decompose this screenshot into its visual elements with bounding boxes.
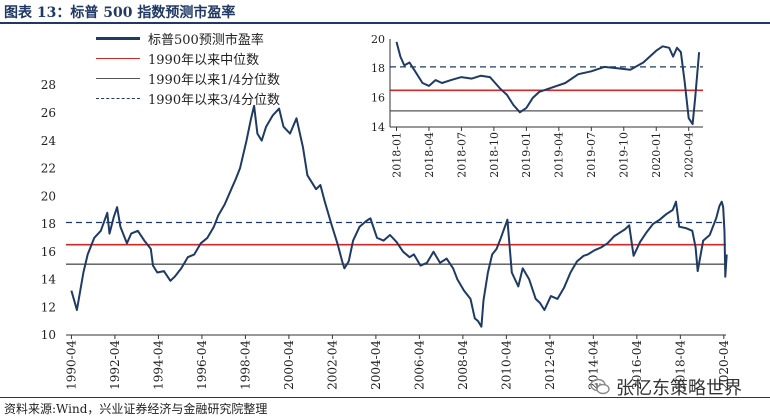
main-x-tick-label: 2002-04: [326, 340, 340, 390]
main-axes: 10 12 14 16 18 20 22 24 26 28 1990-04 1992-04 1994-0…: [41, 78, 731, 390]
legend-label-q3: 1990年以来3/4分位数: [148, 92, 281, 108]
inset-series-line: [395, 41, 701, 126]
source-note: 资料来源:Wind，兴业证券经济与金融研究院整理: [4, 402, 268, 416]
inset-y-tick-label: 18: [371, 62, 385, 75]
figure-title: 图表 13：标普 500 指数预测市盈率: [4, 5, 236, 21]
wechat-icon: [590, 378, 610, 395]
main-y-tick-label: 26: [41, 106, 56, 120]
legend-item-median: 1990年以来中位数: [96, 48, 280, 68]
main-x-tick-label: 2000-04: [282, 340, 296, 390]
legend-swatch-median: [96, 57, 140, 59]
main-y-tick-label: 12: [41, 300, 56, 314]
inset-y-tick-label: 20: [371, 33, 385, 46]
inset-background: [338, 54, 718, 177]
watermark: 张忆东策略世界: [590, 374, 742, 400]
main-x-tick-label: 2016-04: [630, 340, 644, 390]
main-x-tick-label: 2012-04: [543, 340, 557, 390]
main-y-tick-label: 22: [41, 162, 56, 176]
main-reference-lines: [66, 221, 726, 265]
inset-x-tick-label: 2018-04: [423, 132, 436, 178]
main-x-tick-label: 1992-04: [108, 340, 122, 390]
main-series-line: [70, 104, 728, 328]
inset-x-tick-label: 2018-10: [488, 132, 501, 178]
main-x-tick-label: 2020-04: [717, 340, 731, 390]
legend-item-q1: 1990年以来1/4分位数: [96, 68, 280, 88]
inset-series-group: [395, 41, 701, 126]
main-x-tick-label: 1996-04: [195, 340, 209, 390]
bottom-rule: [0, 397, 770, 398]
legend-item-q3: 1990年以来3/4分位数: [96, 88, 280, 108]
watermark-text: 张忆东策略世界: [616, 378, 742, 399]
main-y-tick-label: 10: [41, 328, 56, 342]
legend: 标普500预测市盈率 1990年以来中位数 1990年以来1/4分位数 1990…: [96, 28, 280, 108]
legend-label-q1: 1990年以来1/4分位数: [148, 72, 281, 88]
main-x-tick-label: 2014-04: [587, 340, 601, 390]
main-x-tick-label: 1994-04: [152, 340, 166, 390]
main-x-tick-label: 2008-04: [456, 340, 470, 390]
inset-x-tick-label: 2019-07: [585, 132, 598, 178]
main-series-group: [70, 104, 728, 328]
inset-x-tick-label: 2019-01: [520, 132, 533, 178]
inset-x-tick-label: 2018-07: [455, 132, 468, 178]
inset-x-tick-label: 2020-01: [650, 132, 663, 178]
inset-y-tick-label: 14: [371, 121, 385, 134]
main-chart: 10 12 14 16 18 20 22 24 26 28 1990-04 1992-04 1994-0…: [41, 33, 731, 390]
inset-axes: 14 16 18 20 2018-01 2018-04 2018-07 2018-10 2019…: [371, 33, 703, 178]
main-x-tick-label: 2010-04: [500, 340, 514, 390]
main-x-tick-label: 1998-04: [239, 340, 253, 390]
main-x-tick-label: 2004-04: [369, 340, 383, 390]
inset-x-tick-label: 2019-04: [553, 132, 566, 178]
inset-y-tick-label: 16: [371, 92, 385, 105]
main-y-tick-label: 24: [41, 134, 57, 148]
legend-swatch-q1: [96, 77, 140, 79]
main-y-tick-label: 16: [41, 245, 56, 259]
main-y-tick-label: 14: [41, 273, 57, 287]
legend-label-pe: 标普500预测市盈率: [148, 32, 264, 48]
legend-swatch-q3: [96, 97, 140, 99]
inset-x-tick-label: 2018-01: [390, 132, 403, 178]
legend-item-pe: 标普500预测市盈率: [96, 28, 280, 48]
main-x-tick-label: 2018-04: [674, 340, 688, 390]
main-y-tick-label: 18: [41, 217, 56, 231]
main-x-tick-label: 1990-04: [65, 340, 79, 390]
inset-x-tick-label: 2020-04: [683, 132, 696, 178]
main-y-tick-label: 28: [41, 78, 56, 92]
legend-swatch-pe: [96, 36, 140, 40]
legend-label-median: 1990年以来中位数: [148, 52, 260, 68]
main-x-tick-label: 2006-04: [413, 340, 427, 390]
inset-x-tick-label: 2019-10: [618, 132, 631, 178]
title-rule: [0, 22, 770, 24]
main-y-tick-label: 20: [41, 189, 56, 203]
